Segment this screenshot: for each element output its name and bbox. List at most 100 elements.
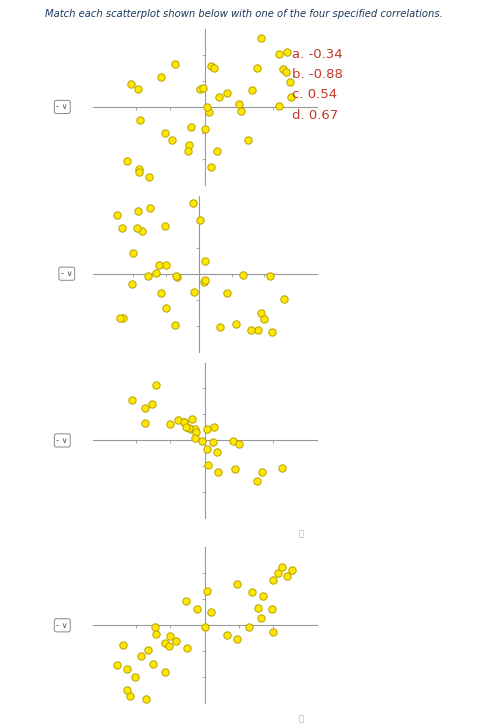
Point [157, 71, 165, 83]
Point [248, 85, 256, 96]
Point [275, 101, 283, 112]
Point [271, 396, 279, 407]
Point [171, 59, 179, 70]
Point [129, 278, 136, 289]
Point [148, 399, 156, 410]
Point [135, 166, 143, 178]
Point [126, 690, 134, 702]
Point [213, 146, 221, 157]
Point [288, 523, 296, 535]
Point [193, 603, 201, 615]
Point [191, 433, 199, 444]
Point [278, 561, 286, 573]
Point [259, 590, 266, 602]
Point [244, 134, 252, 146]
Point [113, 659, 121, 671]
Point [137, 650, 145, 661]
Point [186, 422, 193, 434]
Point [253, 475, 261, 486]
Point [201, 123, 209, 134]
Point [119, 639, 127, 650]
Point [283, 570, 291, 581]
Point [229, 435, 237, 447]
Text: - ∨: - ∨ [61, 269, 73, 278]
Point [191, 423, 199, 435]
Point [199, 83, 206, 94]
Point [189, 197, 197, 209]
Point [171, 319, 179, 331]
Point [182, 595, 189, 607]
Text: c. 0.54: c. 0.54 [292, 88, 337, 102]
Point [210, 421, 218, 433]
Point [287, 91, 295, 102]
Point [192, 426, 200, 438]
Point [127, 78, 135, 90]
Point [254, 602, 262, 613]
Point [286, 77, 294, 88]
Text: b. -0.88: b. -0.88 [292, 68, 343, 81]
Point [141, 402, 149, 414]
Point [172, 270, 180, 282]
Point [258, 466, 266, 478]
Point [152, 268, 160, 279]
Point [140, 181, 148, 193]
Point [213, 447, 221, 458]
Text: Match each scatterplot shown below with one of the four specified correlations.: Match each scatterplot shown below with … [45, 9, 442, 19]
Point [269, 626, 277, 638]
Point [166, 631, 174, 642]
Point [224, 629, 231, 641]
Point [232, 319, 240, 331]
Point [162, 127, 169, 138]
Text: 🔍: 🔍 [299, 529, 303, 539]
Point [138, 225, 146, 237]
Point [253, 62, 261, 74]
Point [205, 107, 213, 118]
Point [266, 270, 274, 282]
Point [150, 658, 157, 670]
Point [123, 684, 131, 696]
Point [133, 223, 141, 234]
Point [174, 414, 182, 426]
Point [188, 413, 196, 424]
Point [155, 259, 163, 270]
Point [270, 574, 278, 586]
Point [200, 276, 208, 287]
Point [144, 644, 152, 655]
Text: - ∨: - ∨ [56, 621, 68, 630]
Point [161, 220, 169, 232]
Text: 🔍: 🔍 [299, 196, 303, 205]
Point [198, 435, 206, 447]
Point [282, 66, 290, 78]
Point [129, 394, 136, 406]
Point [261, 313, 268, 325]
Point [161, 666, 169, 678]
Point [162, 259, 169, 270]
Point [162, 302, 169, 314]
Point [247, 324, 255, 336]
Point [186, 140, 193, 152]
Text: - ∨: - ∨ [56, 102, 68, 112]
Point [168, 134, 176, 146]
Point [152, 379, 160, 391]
Point [288, 564, 296, 576]
Point [258, 613, 265, 624]
Point [275, 568, 282, 579]
Point [180, 416, 188, 428]
Point [275, 48, 283, 59]
Point [167, 418, 174, 429]
Point [157, 287, 165, 299]
Point [171, 634, 179, 646]
Point [197, 214, 205, 225]
Point [145, 171, 153, 183]
Point [231, 463, 239, 475]
Point [190, 286, 198, 297]
Point [187, 423, 195, 434]
Point [173, 271, 181, 283]
Point [233, 578, 241, 589]
Point [201, 274, 209, 286]
Point [215, 91, 223, 103]
Point [233, 634, 241, 645]
Point [135, 164, 143, 175]
Point [183, 642, 191, 653]
Point [159, 191, 167, 202]
